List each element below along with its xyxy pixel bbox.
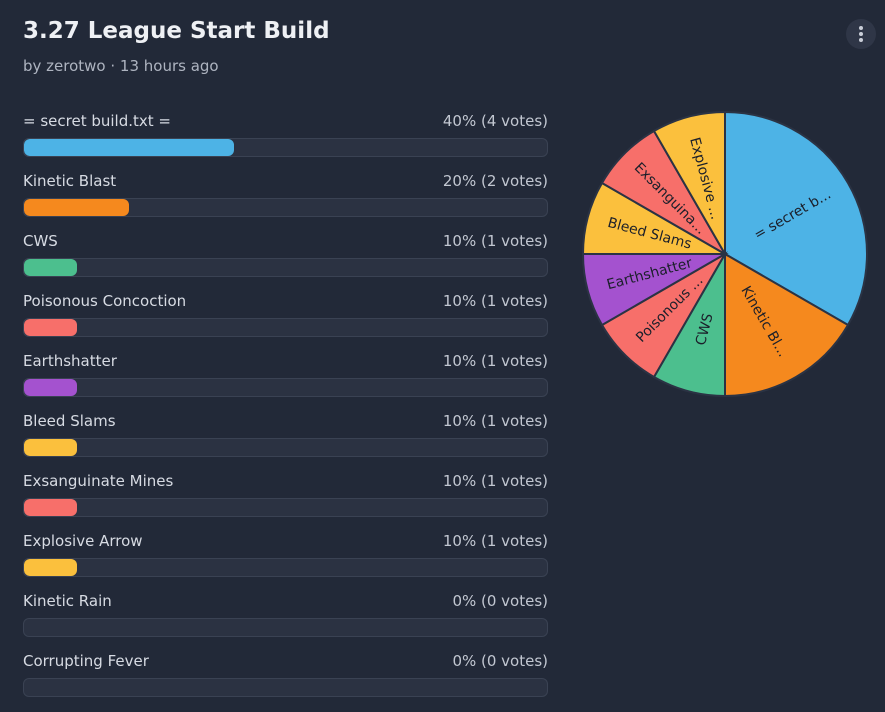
option-result: 10% (1 votes) [442, 472, 548, 490]
progress-track [23, 618, 548, 637]
option-result: 20% (2 votes) [442, 172, 548, 190]
poll-option[interactable]: Bleed Slams 10% (1 votes) [23, 412, 548, 472]
poll-option[interactable]: Kinetic Blast 20% (2 votes) [23, 172, 548, 232]
poll-option[interactable]: Explosive Arrow 10% (1 votes) [23, 532, 548, 592]
option-name: = secret build.txt = [23, 112, 171, 130]
option-result: 10% (1 votes) [442, 232, 548, 250]
poll-option[interactable]: Kinetic Rain 0% (0 votes) [23, 592, 548, 652]
option-name: Poisonous Concoction [23, 292, 187, 310]
option-result: 10% (1 votes) [442, 412, 548, 430]
option-result: 10% (1 votes) [442, 532, 548, 550]
progress-track [23, 258, 548, 277]
progress-fill [24, 319, 77, 336]
poll-option[interactable]: = secret build.txt = 40% (4 votes) [23, 112, 548, 172]
option-result: 10% (1 votes) [442, 292, 548, 310]
pie-slice [724, 110, 868, 327]
option-name: Bleed Slams [23, 412, 116, 430]
option-result: 0% (0 votes) [452, 652, 548, 670]
poll-option[interactable]: Poisonous Concoction 10% (1 votes) [23, 292, 548, 352]
option-name: Exsanguinate Mines [23, 472, 174, 490]
progress-fill [24, 559, 77, 576]
progress-track [23, 498, 548, 517]
option-name: Explosive Arrow [23, 532, 143, 550]
pie-slice [724, 252, 850, 398]
poll-options: = secret build.txt = 40% (4 votes) Kinetic… [23, 112, 548, 712]
poll-option[interactable]: Earthshatter 10% (1 votes) [23, 352, 548, 412]
pie-slice [652, 110, 726, 258]
option-name: Corrupting Fever [23, 652, 149, 670]
option-name: Earthshatter [23, 352, 117, 370]
option-name: Kinetic Rain [23, 592, 112, 610]
progress-track [23, 138, 548, 157]
progress-fill [24, 199, 129, 216]
progress-fill [24, 259, 77, 276]
poll-option[interactable]: Corrupting Fever 0% (0 votes) [23, 652, 548, 712]
progress-fill [24, 379, 77, 396]
progress-track [23, 678, 548, 697]
option-name: Kinetic Blast [23, 172, 117, 190]
poll-page: {"header": {"title": "3.27 League Start … [23, 18, 876, 697]
option-result: 0% (0 votes) [452, 592, 548, 610]
option-name: CWS [23, 232, 58, 250]
progress-fill [24, 139, 234, 156]
poll-option[interactable]: Exsanguinate Mines 10% (1 votes) [23, 472, 548, 532]
option-result: 10% (1 votes) [442, 352, 548, 370]
poll-option[interactable]: CWS 10% (1 votes) [23, 232, 548, 292]
poll-title: 3.27 League Start Build [23, 18, 330, 44]
progress-fill [24, 439, 77, 456]
more-menu-button[interactable] [846, 19, 876, 49]
progress-track [23, 438, 548, 457]
progress-fill [24, 499, 77, 516]
progress-track [23, 318, 548, 337]
progress-track [23, 378, 548, 397]
option-result: 40% (4 votes) [442, 112, 548, 130]
byline: by zerotwo · 13 hours ago [23, 57, 219, 75]
progress-track [23, 198, 548, 217]
progress-track [23, 558, 548, 577]
